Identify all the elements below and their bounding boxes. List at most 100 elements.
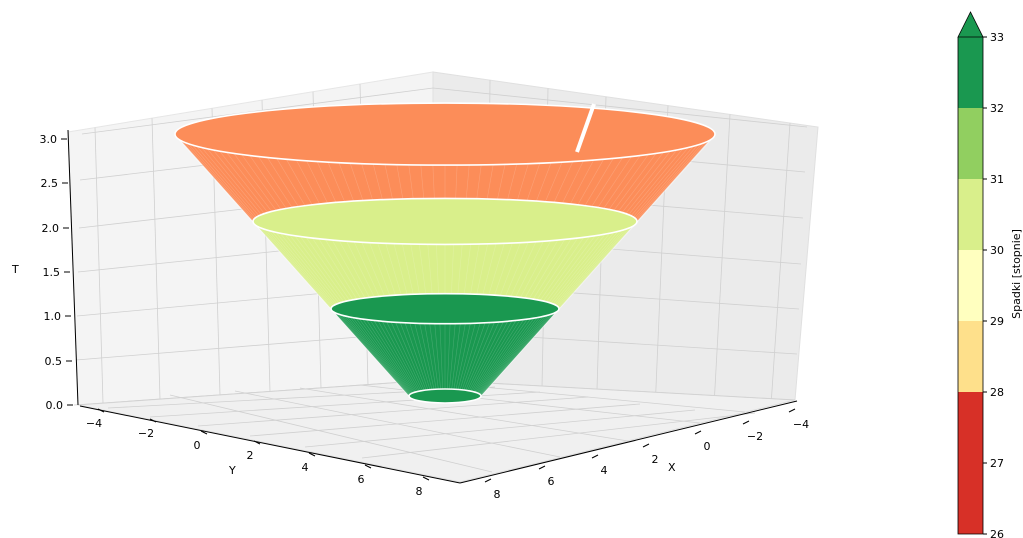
colorbar-outline <box>957 37 984 535</box>
cone-mesh-line <box>352 317 417 401</box>
grid-line-right-wall <box>771 122 791 399</box>
colorbar-extend-arrow <box>957 11 984 38</box>
cone-mesh-line <box>476 315 546 400</box>
cone-mesh-line <box>458 322 491 403</box>
cone-mesh-line <box>554 227 631 313</box>
cone-surface <box>174 102 716 404</box>
cone-mesh-line <box>549 230 622 315</box>
cone-mesh-line <box>556 225 635 312</box>
cone-mesh-line <box>181 140 259 227</box>
y-axis-ticks: −4 −2 0 2 4 6 8 <box>86 408 430 498</box>
cone-mesh-line <box>253 223 332 311</box>
cone-mesh-line <box>635 138 713 225</box>
y-tick-label: −4 <box>86 417 102 430</box>
cone-mesh-line <box>475 316 544 400</box>
colorbar-tick-label: 32 <box>990 102 1004 115</box>
grid-line-floor <box>234 390 561 458</box>
cone-mesh-line <box>473 317 538 401</box>
cone-band-top-face <box>175 103 715 166</box>
cone-mesh-line <box>175 136 254 224</box>
cone-mesh-line <box>333 311 411 398</box>
cone-mesh-line <box>465 320 513 402</box>
cone-mesh-line <box>187 143 263 229</box>
cone-mesh-line <box>636 133 716 222</box>
cone-mesh-line <box>633 139 711 226</box>
cone-mesh-line <box>631 140 709 227</box>
x-tick-label: 0 <box>704 440 711 453</box>
colorbar-tick-label: 26 <box>990 528 1004 538</box>
cone-mesh-line <box>184 142 261 228</box>
cone-mesh-line <box>636 135 715 223</box>
x-tick-label: −2 <box>747 430 763 443</box>
x-axis-ticks: −4 −2 0 2 4 6 8 <box>484 408 809 501</box>
grid-line-z <box>81 87 808 135</box>
cone-mesh-line <box>381 321 426 402</box>
colorbar-tick-label: 27 <box>990 457 1004 470</box>
cone-mesh-line <box>338 313 412 399</box>
cone-mesh-line <box>469 319 525 402</box>
x-tick-label: 2 <box>652 453 659 466</box>
cone-bottom-face <box>409 389 481 403</box>
cone-mesh-line <box>558 222 638 310</box>
cone-mesh-line <box>479 311 557 398</box>
cone-mesh-line <box>255 225 334 312</box>
x-axis-label: X <box>668 461 676 474</box>
cone-mesh-line <box>330 308 410 397</box>
colorbar-band <box>958 321 983 392</box>
z-tick-label: 0.0 <box>46 399 64 412</box>
cone-mesh-line <box>629 142 706 228</box>
x-tick-mark <box>484 478 492 483</box>
cone-level-ring <box>330 292 560 325</box>
cone-mesh-line <box>271 231 343 316</box>
cone-mesh-line <box>179 139 257 226</box>
cone-mesh-line <box>365 319 421 402</box>
y-tick-mark <box>200 430 208 435</box>
cone-mesh-line <box>460 322 495 403</box>
z-tick-label: 1.5 <box>43 266 61 279</box>
z-tick-label: 1.0 <box>44 310 62 323</box>
cone-mesh-line <box>480 309 560 397</box>
grid-line-floor <box>304 409 696 448</box>
cone-mesh-line <box>332 311 410 398</box>
x-tick-mark <box>642 443 650 448</box>
cone-band <box>331 308 559 403</box>
cone-mesh-line <box>480 308 560 397</box>
cone-mesh-line <box>547 231 619 316</box>
colorbar-band <box>958 108 983 179</box>
cone-band-top-face <box>253 198 637 245</box>
cone-mesh-line <box>259 227 336 313</box>
cone-mesh-line <box>551 229 625 315</box>
colorbar-band <box>958 392 983 534</box>
y-axis-line <box>79 405 461 484</box>
cone-level-ring <box>252 197 638 246</box>
z-axis-label: T <box>11 263 19 276</box>
z-tick-label: 3.0 <box>40 133 58 146</box>
cone-seam <box>575 103 596 153</box>
x-tick-label: 8 <box>494 488 501 501</box>
cone-mesh-line <box>262 228 337 314</box>
cone-mesh-line <box>177 138 255 225</box>
colorbar: 26 27 28 29 30 31 32 33 <box>957 11 1004 538</box>
x-tick-label: −4 <box>793 418 809 431</box>
colorbar-tick-label: 29 <box>990 315 1004 328</box>
cone-mesh-line <box>472 317 535 401</box>
cone-level-ring <box>174 102 716 166</box>
y-tick-label: 2 <box>247 449 254 462</box>
z-tick-label: 2.5 <box>41 177 59 190</box>
colorbar-band <box>958 250 983 321</box>
cone-mesh-line <box>558 223 637 311</box>
cone-mesh-line <box>479 313 554 399</box>
cone-mesh-line <box>477 315 548 400</box>
cone-mesh-line <box>480 310 559 398</box>
x-axis-line <box>459 400 798 484</box>
colorbar-tick-label: 30 <box>990 244 1004 257</box>
cone-mesh-line <box>191 144 266 230</box>
cone-mesh-line <box>463 321 504 403</box>
cone-mesh-line <box>373 320 423 402</box>
cone-mesh-line <box>331 310 410 398</box>
y-tick-mark <box>422 476 430 481</box>
colorbar-tick-label: 31 <box>990 173 1004 186</box>
cone-mesh-line <box>254 224 333 311</box>
y-tick-mark <box>308 452 316 457</box>
cone-mesh-line <box>627 143 703 229</box>
